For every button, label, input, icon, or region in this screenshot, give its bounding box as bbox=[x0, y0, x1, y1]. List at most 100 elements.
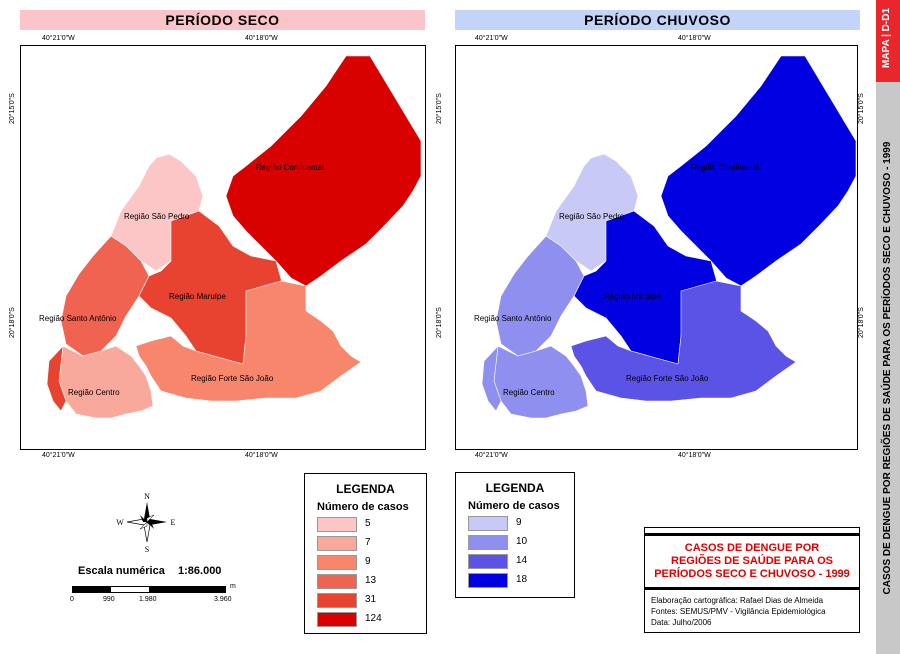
left-label-maruipe: Região Maruípe bbox=[169, 292, 226, 301]
info-box-mid-bar bbox=[645, 587, 859, 590]
right-lat-1: 20°15'0"S bbox=[858, 93, 865, 124]
legend-chuvoso-item: 14 bbox=[468, 554, 568, 569]
info-credit-1: Elaboração cartográfica: Rafael Dias de … bbox=[651, 596, 824, 605]
left-map-svg: Região Continental Região São Pedro Regi… bbox=[39, 55, 422, 419]
legend-chuvoso-swatch bbox=[468, 516, 508, 531]
left-top-lon-2: 40°18'0"W bbox=[245, 35, 278, 42]
right-bottom-lon-1: 40°21'0"W bbox=[475, 452, 508, 459]
legend-seco-item: 9 bbox=[317, 555, 417, 570]
compass-n: N bbox=[144, 492, 150, 501]
legend-chuvoso-item: 18 bbox=[468, 573, 568, 588]
compass-e: E bbox=[171, 518, 176, 527]
info-box: CASOS DE DENGUE POR REGIÕES DE SAÚDE PAR… bbox=[644, 527, 860, 633]
left-region-west-tip bbox=[46, 345, 67, 412]
legend-seco-label: 31 bbox=[365, 594, 377, 605]
right-top-lon-1: 40°21'0"W bbox=[475, 35, 508, 42]
left-lat-1: 20°15'0"S bbox=[9, 93, 16, 124]
compass-rose: N S W E bbox=[116, 492, 176, 554]
right-bottom-lon-2: 40°18'0"W bbox=[678, 452, 711, 459]
legend-chuvoso-subtitle: Número de casos bbox=[468, 500, 560, 512]
side-strip: MAPA | D-D1 CASOS DE DENGUE POR REGIÕES … bbox=[876, 0, 900, 654]
left-region-centro bbox=[58, 345, 154, 419]
map-code-box: MAPA | D-D1 bbox=[876, 0, 900, 82]
right-region-forte-sao-joao bbox=[570, 280, 797, 402]
right-label-maruipe: Região Maruípe bbox=[604, 292, 661, 301]
left-map-frame: Região Continental Região São Pedro Regi… bbox=[20, 45, 426, 450]
left-label-forte-sao-joao: Região Forte São João bbox=[191, 374, 274, 383]
compass-s: S bbox=[145, 545, 149, 554]
scale-label: Escala numérica bbox=[78, 565, 165, 577]
scale-tick-1980: 1.980 bbox=[139, 596, 157, 603]
legend-seco-label: 124 bbox=[365, 613, 382, 624]
info-box-top-bar bbox=[645, 533, 859, 536]
left-bottom-lon-1: 40°21'0"W bbox=[42, 452, 75, 459]
legend-seco-swatch bbox=[317, 593, 357, 608]
legend-chuvoso: LEGENDA Número de casos 9 10 14 18 bbox=[455, 472, 575, 598]
info-title-2: REGIÕES DE SAÚDE PARA OS bbox=[671, 555, 833, 567]
legend-seco-label: 7 bbox=[365, 537, 371, 548]
legend-seco-item: 7 bbox=[317, 536, 417, 551]
left-label-sao-pedro: Região São Pedro bbox=[124, 212, 190, 221]
legend-chuvoso-label: 10 bbox=[516, 536, 528, 547]
left-lat-2: 20°18'0"S bbox=[9, 307, 16, 338]
left-region-continental bbox=[225, 55, 422, 287]
right-map-svg: Região Continental Região São Pedro Regi… bbox=[474, 55, 857, 419]
left-label-centro: Região Centro bbox=[68, 388, 120, 397]
right-region-west-tip bbox=[481, 345, 502, 412]
legend-chuvoso-swatch bbox=[468, 535, 508, 550]
right-lat-2: 20°18'0"S bbox=[858, 307, 865, 338]
legend-seco-title: LEGENDA bbox=[336, 482, 395, 496]
legend-chuvoso-item: 10 bbox=[468, 535, 568, 550]
legend-chuvoso-label: 9 bbox=[516, 517, 522, 528]
scale-value: 1:86.000 bbox=[178, 565, 222, 577]
right-label-continental: Região Continental bbox=[691, 163, 759, 172]
right-map-title: PERÍODO CHUVOSO bbox=[455, 10, 860, 30]
right-top-lon-2: 40°18'0"W bbox=[678, 35, 711, 42]
legend-seco-swatch bbox=[317, 536, 357, 551]
legend-seco-item: 13 bbox=[317, 574, 417, 589]
legend-seco-subtitle: Número de casos bbox=[317, 501, 409, 513]
legend-seco-item: 5 bbox=[317, 517, 417, 532]
info-credit-2: Fontes: SEMUS/PMV - Vigilância Epidemiol… bbox=[651, 607, 826, 616]
legend-chuvoso-swatch bbox=[468, 554, 508, 569]
side-full-title: CASOS DE DENGUE POR REGIÕES DE SAÚDE PAR… bbox=[882, 141, 893, 595]
info-credit-3: Data: Julho/2006 bbox=[651, 618, 712, 627]
left-label-santo-antonio: Região Santo Antônio bbox=[39, 314, 117, 323]
legend-chuvoso-swatch bbox=[468, 573, 508, 588]
right-label-sao-pedro: Região São Pedro bbox=[559, 212, 625, 221]
legend-chuvoso-item: 9 bbox=[468, 516, 568, 531]
legend-seco-label: 13 bbox=[365, 575, 377, 586]
legend-seco-swatch bbox=[317, 555, 357, 570]
legend-seco-swatch bbox=[317, 517, 357, 532]
legend-seco-label: 5 bbox=[365, 518, 371, 529]
legend-seco-swatch bbox=[317, 574, 357, 589]
scale-tick-0: 0 bbox=[70, 596, 74, 603]
scale-bar bbox=[72, 586, 226, 593]
legend-seco-item: 31 bbox=[317, 593, 417, 608]
legend-chuvoso-label: 18 bbox=[516, 574, 528, 585]
compass-w: W bbox=[116, 518, 124, 527]
left-region-forte-sao-joao bbox=[135, 280, 362, 402]
scale-unit: m bbox=[230, 583, 236, 590]
left-bottom-lon-2: 40°18'0"W bbox=[245, 452, 278, 459]
right-label-centro: Região Centro bbox=[503, 388, 555, 397]
left-top-lon-1: 40°21'0"W bbox=[42, 35, 75, 42]
right-map-frame: Região Continental Região São Pedro Regi… bbox=[455, 45, 858, 450]
map-code: MAPA | D-D1 bbox=[881, 7, 892, 69]
legend-seco-swatch bbox=[317, 612, 357, 627]
info-title-1: CASOS DE DENGUE POR bbox=[684, 542, 820, 554]
right-region-continental bbox=[660, 55, 857, 287]
scale-tick-3960: 3.960 bbox=[214, 596, 232, 603]
left-label-continental: Região Continental bbox=[256, 163, 324, 172]
scale-tick-990: 990 bbox=[103, 596, 115, 603]
right-label-forte-sao-joao: Região Forte São João bbox=[626, 374, 709, 383]
right-inner-lat-2: 20°18'0"S bbox=[436, 307, 443, 338]
right-inner-lat-1: 20°15'0"S bbox=[436, 93, 443, 124]
legend-chuvoso-label: 14 bbox=[516, 555, 528, 566]
legend-seco-label: 9 bbox=[365, 556, 371, 567]
right-region-centro bbox=[493, 345, 589, 419]
left-map-title: PERÍODO SECO bbox=[20, 10, 425, 30]
info-title-3: PERÍODOS SECO E CHUVOSO - 1999 bbox=[654, 568, 850, 580]
right-label-santo-antonio: Região Santo Antônio bbox=[474, 314, 552, 323]
legend-seco-item: 124 bbox=[317, 612, 417, 627]
